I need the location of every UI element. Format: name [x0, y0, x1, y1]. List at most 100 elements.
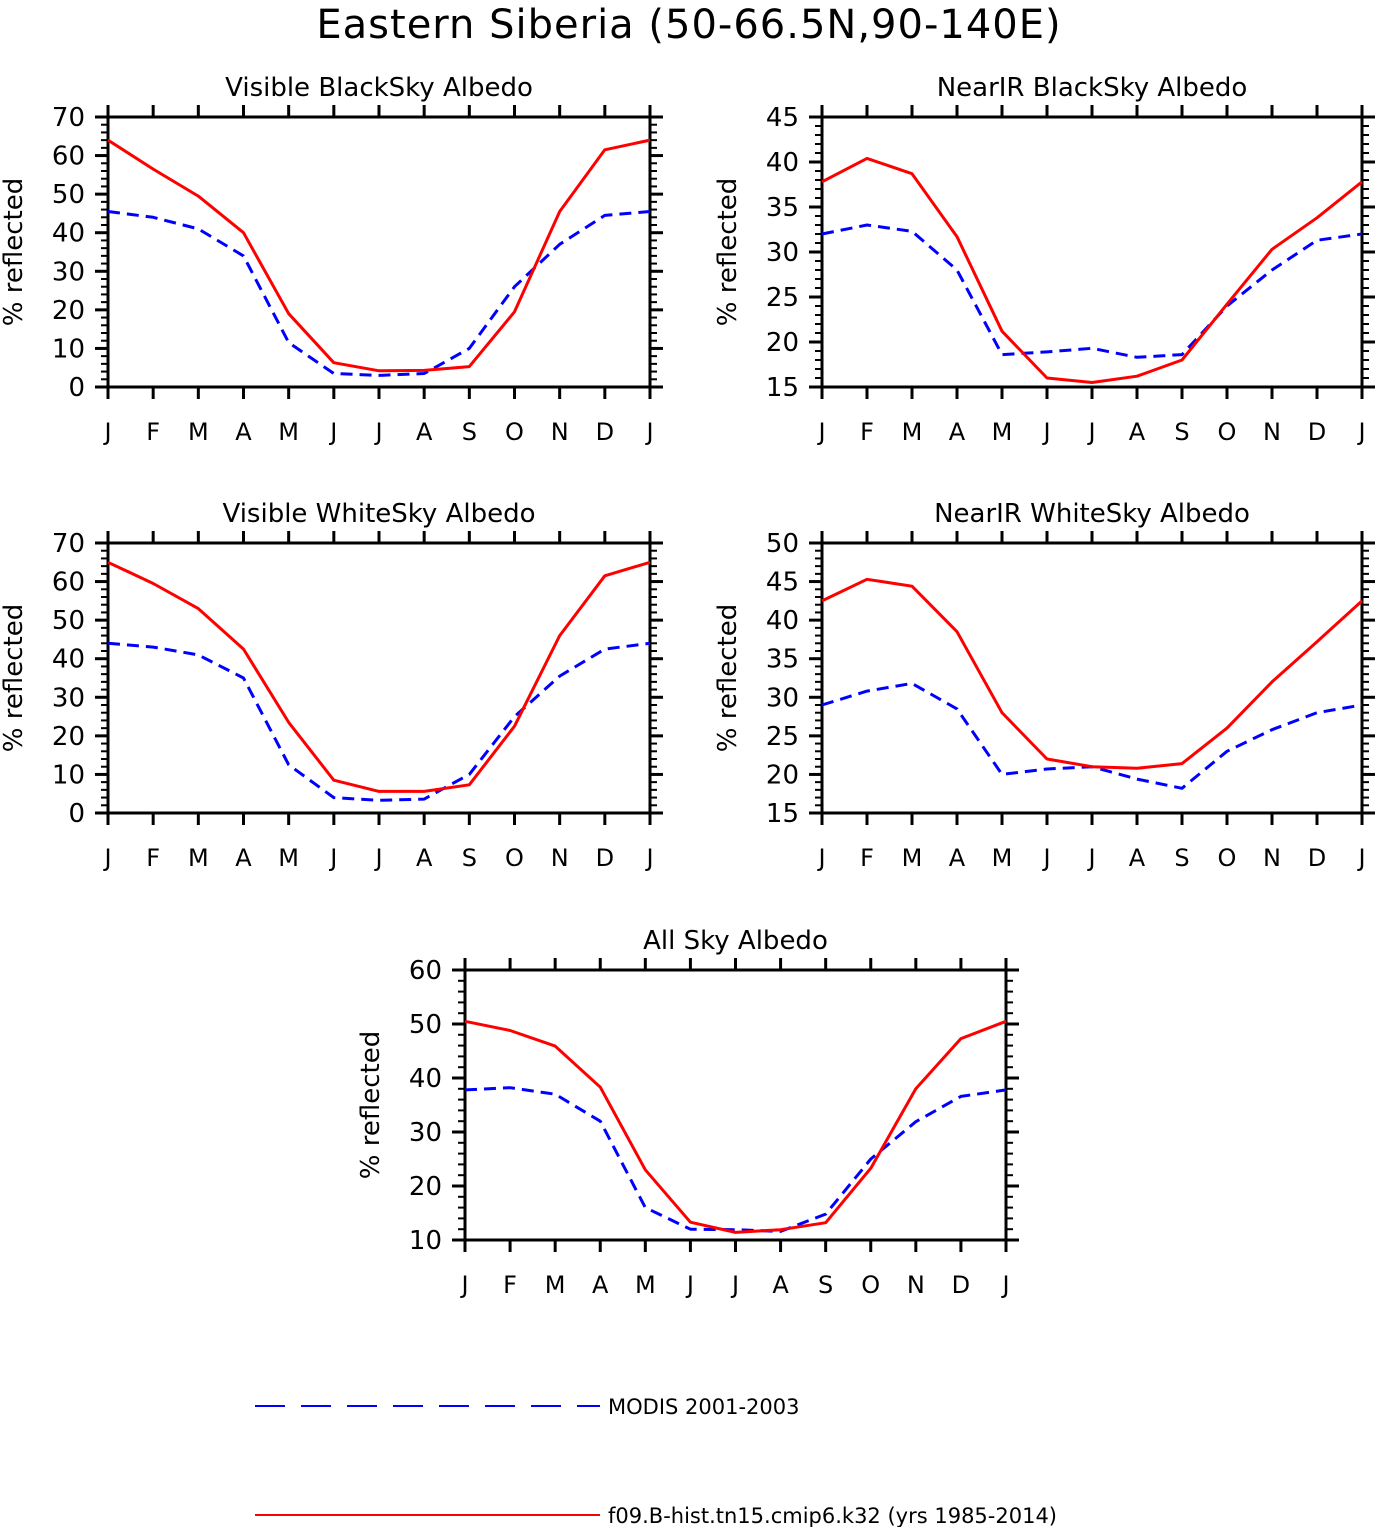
x-tick-label: F	[503, 1271, 517, 1299]
y-axis-label: % reflected	[0, 178, 29, 326]
series-line-modis	[107, 641, 651, 802]
y-tick-label: 50	[409, 1010, 442, 1040]
x-tick-label: N	[551, 844, 569, 872]
x-tick-label: S	[462, 844, 477, 872]
x-tick-label: J	[459, 1271, 468, 1299]
x-tick-label: J	[644, 844, 653, 872]
y-axis-label: % reflected	[713, 178, 743, 326]
y-axis-label: % reflected	[713, 604, 743, 752]
x-tick-label: A	[772, 1271, 789, 1299]
x-tick-label: O	[1218, 844, 1237, 872]
x-tick-label: J	[328, 418, 337, 446]
y-tick-label: 35	[766, 645, 799, 675]
x-tick-label: O	[861, 1271, 880, 1299]
x-tick-label: J	[1000, 1271, 1009, 1299]
x-tick-label: J	[102, 844, 111, 872]
x-tick-label: M	[188, 418, 209, 446]
x-tick-label: A	[235, 418, 252, 446]
y-tick-label: 50	[52, 180, 85, 210]
x-tick-label: M	[992, 418, 1013, 446]
x-tick-label: J	[644, 418, 653, 446]
plot-frame	[820, 115, 1364, 389]
series-line-model	[821, 156, 1363, 384]
series-line-modis	[821, 223, 1363, 359]
x-tick-label: J	[816, 418, 825, 446]
x-tick-label: N	[907, 1271, 925, 1299]
x-tick-label: A	[416, 418, 433, 446]
x-tick-label: M	[188, 844, 209, 872]
x-tick-label: D	[596, 418, 614, 446]
y-tick-label: 40	[52, 219, 85, 249]
x-tick-label: J	[328, 844, 337, 872]
y-tick-label: 20	[409, 1172, 442, 1202]
x-tick-label: O	[1218, 418, 1237, 446]
x-tick-label: D	[1308, 844, 1326, 872]
x-tick-label: S	[1174, 418, 1189, 446]
y-tick-label: 40	[409, 1064, 442, 1094]
panel-title: NearIR BlackSky Albedo	[937, 73, 1248, 103]
x-tick-label: J	[373, 418, 382, 446]
x-tick-label: J	[730, 1271, 739, 1299]
y-axis-label: % reflected	[0, 604, 29, 752]
x-tick-label: J	[102, 418, 111, 446]
y-tick-label: 30	[52, 257, 85, 287]
y-tick-label: 60	[409, 956, 442, 986]
y-tick-label: 50	[52, 606, 85, 636]
x-tick-label: J	[1356, 418, 1365, 446]
x-tick-label: D	[1308, 418, 1326, 446]
x-tick-label: A	[949, 418, 966, 446]
x-tick-label: M	[278, 418, 299, 446]
plot-frame	[106, 541, 652, 815]
y-tick-label: 60	[52, 142, 85, 172]
series-line-modis	[464, 1086, 1007, 1233]
x-tick-label: A	[592, 1271, 609, 1299]
y-tick-label: 25	[766, 283, 799, 313]
x-tick-label: F	[860, 418, 874, 446]
y-tick-label: 20	[52, 722, 85, 752]
y-tick-label: 10	[52, 334, 85, 364]
x-tick-label: F	[146, 418, 160, 446]
y-tick-label: 30	[52, 683, 85, 713]
series-line-modis	[107, 210, 651, 377]
y-tick-label: 30	[409, 1118, 442, 1148]
y-tick-label: 45	[766, 103, 799, 133]
x-tick-label: N	[551, 418, 569, 446]
y-axis-label: % reflected	[356, 1031, 386, 1179]
x-tick-label: J	[1041, 844, 1050, 872]
x-tick-label: O	[505, 418, 524, 446]
x-tick-label: S	[1174, 844, 1189, 872]
x-tick-label: D	[952, 1271, 970, 1299]
panel-title: Visible WhiteSky Albedo	[222, 499, 535, 529]
x-tick-label: M	[992, 844, 1013, 872]
x-tick-label: N	[1263, 418, 1281, 446]
x-tick-label: A	[235, 844, 252, 872]
x-tick-label: A	[416, 844, 433, 872]
x-tick-label: M	[902, 844, 923, 872]
x-tick-label: J	[816, 844, 825, 872]
x-tick-label: M	[902, 418, 923, 446]
x-tick-label: D	[596, 844, 614, 872]
y-tick-label: 40	[766, 606, 799, 636]
series-line-model	[107, 560, 651, 793]
x-tick-label: M	[545, 1271, 566, 1299]
x-tick-label: A	[1129, 844, 1146, 872]
x-tick-label: J	[685, 1271, 694, 1299]
x-tick-label: J	[373, 844, 382, 872]
y-tick-label: 30	[766, 238, 799, 268]
y-tick-label: 0	[68, 373, 85, 403]
x-tick-label: F	[146, 844, 160, 872]
x-tick-label: M	[635, 1271, 656, 1299]
x-tick-label: J	[1086, 418, 1095, 446]
series-line-model	[464, 1019, 1007, 1234]
y-tick-label: 0	[68, 799, 85, 829]
x-tick-label: O	[505, 844, 524, 872]
y-tick-label: 50	[766, 529, 799, 559]
series-line-modis	[821, 681, 1363, 790]
x-tick-label: J	[1356, 844, 1365, 872]
x-tick-label: N	[1263, 844, 1281, 872]
x-tick-label: S	[818, 1271, 833, 1299]
x-tick-label: J	[1086, 844, 1095, 872]
